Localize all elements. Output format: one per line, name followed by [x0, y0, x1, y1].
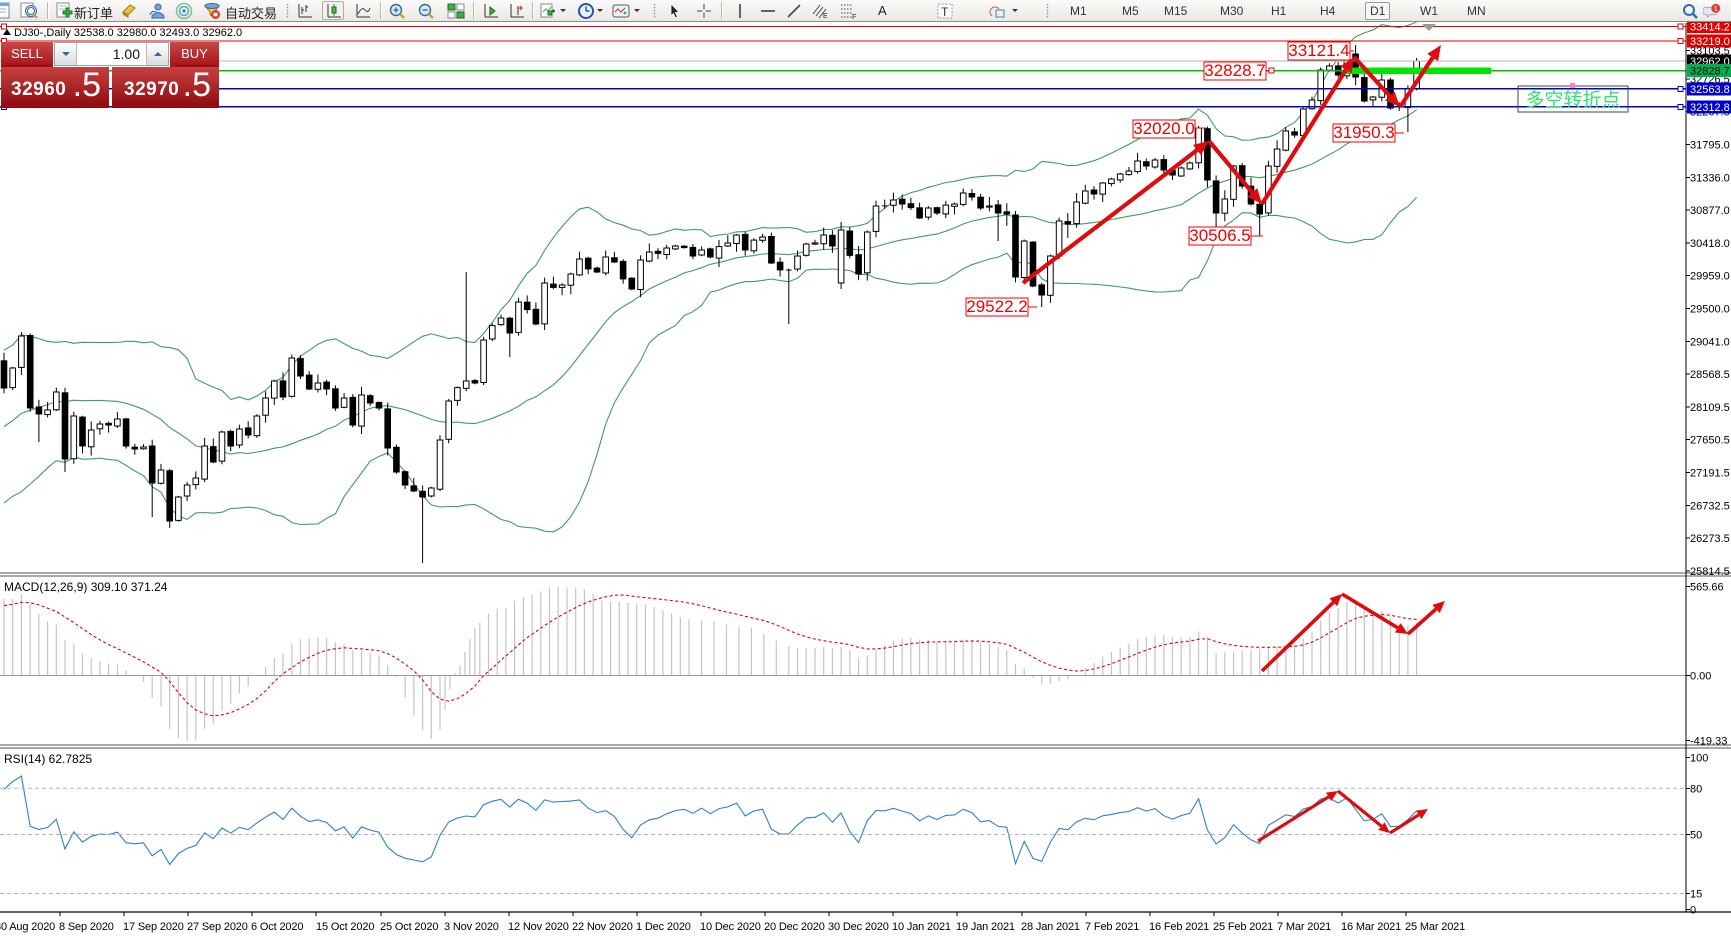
svg-text:29041.0: 29041.0	[1690, 336, 1730, 348]
svg-text:F: F	[852, 14, 856, 20]
svg-text:32312.8: 32312.8	[1690, 102, 1730, 114]
svg-text:MACD(12,26,9) 309.10 371.24: MACD(12,26,9) 309.10 371.24	[4, 580, 168, 594]
svg-text:1: 1	[1714, 4, 1718, 13]
svg-text:19 Jan 2021: 19 Jan 2021	[956, 921, 1015, 933]
svg-text:27191.5: 27191.5	[1690, 468, 1730, 480]
svg-text:7 Feb 2021: 7 Feb 2021	[1085, 921, 1139, 933]
svg-text:80: 80	[1690, 783, 1702, 795]
svg-text:0.00: 0.00	[1690, 671, 1711, 683]
svg-text:28109.5: 28109.5	[1690, 402, 1730, 414]
svg-text:3 Nov 2020: 3 Nov 2020	[444, 921, 499, 933]
svg-text:6 Oct 2020: 6 Oct 2020	[251, 921, 303, 933]
svg-text:33121.4: 33121.4	[1288, 41, 1349, 60]
svg-text:26732.5: 26732.5	[1690, 500, 1730, 512]
svg-text:多空转折点: 多空转折点	[1525, 89, 1620, 111]
svg-text:15 Oct 2020: 15 Oct 2020	[316, 921, 374, 933]
svg-text:30418.0: 30418.0	[1690, 238, 1730, 250]
svg-text:RSI(14) 62.7825: RSI(14) 62.7825	[4, 752, 92, 766]
svg-text:15: 15	[1690, 889, 1702, 901]
svg-text:29500.0: 29500.0	[1690, 304, 1730, 316]
svg-text:28568.5: 28568.5	[1690, 369, 1730, 381]
svg-text:T: T	[941, 5, 949, 19]
svg-text:29522.2: 29522.2	[966, 297, 1027, 316]
svg-text:32828.7: 32828.7	[1690, 66, 1730, 78]
svg-text:25 Feb 2021: 25 Feb 2021	[1213, 921, 1273, 933]
svg-text:27650.5: 27650.5	[1690, 435, 1730, 447]
svg-text:-419.33: -419.33	[1690, 736, 1727, 748]
svg-text:30 Dec 2020: 30 Dec 2020	[828, 921, 889, 933]
svg-text:10 Jan 2021: 10 Jan 2021	[892, 921, 951, 933]
svg-text:26273.5: 26273.5	[1690, 533, 1730, 545]
svg-text:50: 50	[1690, 830, 1702, 842]
svg-text:33103.5: 33103.5	[1690, 46, 1730, 58]
svg-text:E: E	[823, 13, 828, 20]
svg-text:33219.0: 33219.0	[1690, 36, 1730, 48]
svg-text:29959.0: 29959.0	[1690, 271, 1730, 283]
svg-text:16 Mar 2021: 16 Mar 2021	[1341, 921, 1401, 933]
svg-text:20 Dec 2020: 20 Dec 2020	[764, 921, 825, 933]
svg-text:1 Dec 2020: 1 Dec 2020	[636, 921, 691, 933]
svg-text:25 Mar 2021: 25 Mar 2021	[1405, 921, 1465, 933]
svg-text:DJ30-,Daily 32538.0 32980.0 3: DJ30-,Daily 32538.0 32980.0 32493.0 3296…	[14, 27, 242, 39]
svg-text:28 Jan 2021: 28 Jan 2021	[1021, 921, 1080, 933]
svg-text:16 Feb 2021: 16 Feb 2021	[1149, 921, 1209, 933]
svg-text:30877.0: 30877.0	[1690, 205, 1730, 217]
svg-text:31336.0: 31336.0	[1690, 172, 1730, 184]
svg-text:32563.8: 32563.8	[1690, 84, 1730, 96]
svg-text:32020.0: 32020.0	[1133, 119, 1194, 138]
svg-text:17 Sep 2020: 17 Sep 2020	[123, 921, 184, 933]
svg-text:100: 100	[1690, 753, 1708, 765]
svg-text:565.66: 565.66	[1690, 582, 1724, 594]
svg-text:25 Oct 2020: 25 Oct 2020	[380, 921, 438, 933]
svg-text:27 Sep 2020: 27 Sep 2020	[187, 921, 248, 933]
svg-text:0: 0	[1690, 905, 1696, 917]
svg-text:8 Sep 2020: 8 Sep 2020	[59, 921, 114, 933]
svg-text:7 Mar 2021: 7 Mar 2021	[1277, 921, 1331, 933]
svg-text:31950.3: 31950.3	[1333, 123, 1394, 142]
svg-text:30506.5: 30506.5	[1189, 226, 1250, 245]
svg-text:25814.5: 25814.5	[1690, 566, 1730, 578]
svg-text:31795.0: 31795.0	[1690, 140, 1730, 152]
svg-text:22 Nov 2020: 22 Nov 2020	[572, 921, 633, 933]
svg-text:32828.7: 32828.7	[1204, 61, 1265, 80]
svg-text:30 Aug 2020: 30 Aug 2020	[0, 921, 55, 933]
svg-text:12 Nov 2020: 12 Nov 2020	[508, 921, 569, 933]
svg-text:33414.2: 33414.2	[1690, 22, 1730, 34]
svg-text:10 Dec 2020: 10 Dec 2020	[700, 921, 761, 933]
